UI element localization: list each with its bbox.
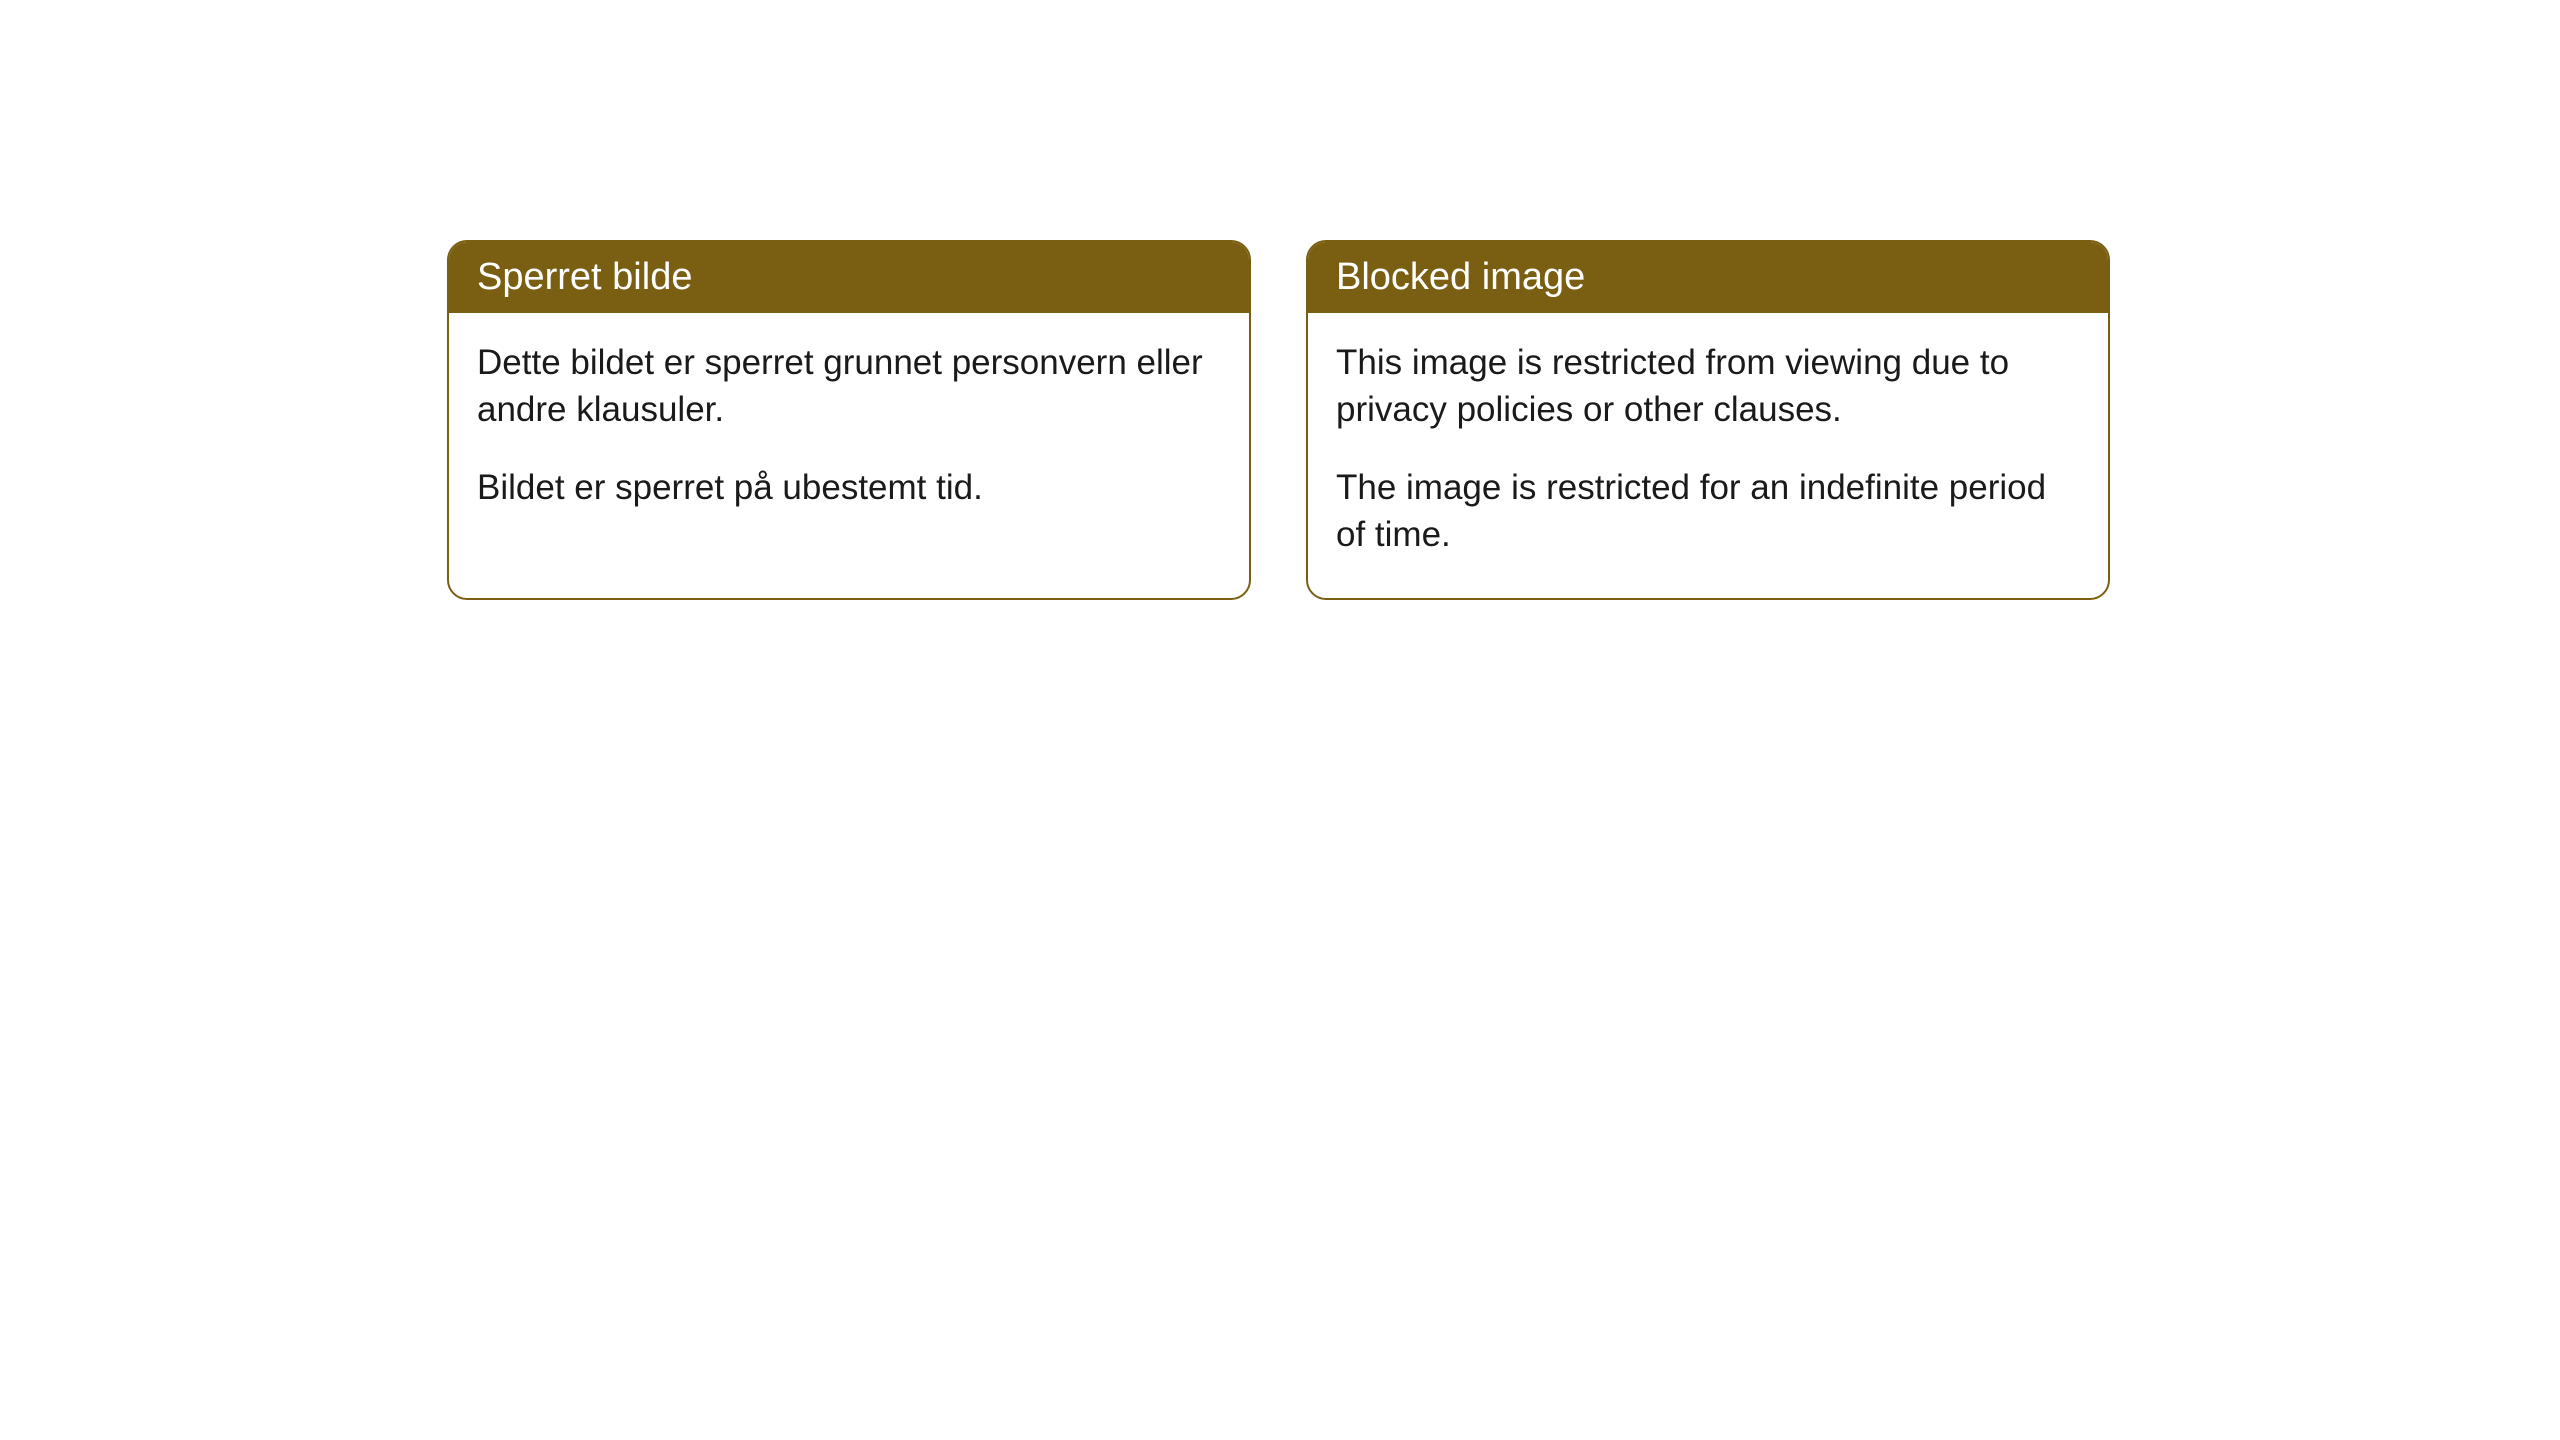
- blocked-image-card-english: Blocked image This image is restricted f…: [1306, 240, 2110, 600]
- card-header-english: Blocked image: [1308, 242, 2108, 313]
- card-header-norwegian: Sperret bilde: [449, 242, 1249, 313]
- card-body-norwegian: Dette bildet er sperret grunnet personve…: [449, 313, 1249, 551]
- card-paragraph: This image is restricted from viewing du…: [1336, 339, 2080, 434]
- card-title: Blocked image: [1336, 256, 1585, 298]
- card-paragraph: The image is restricted for an indefinit…: [1336, 464, 2080, 559]
- card-body-english: This image is restricted from viewing du…: [1308, 313, 2108, 598]
- card-paragraph: Dette bildet er sperret grunnet personve…: [477, 339, 1221, 434]
- card-title: Sperret bilde: [477, 256, 692, 298]
- card-paragraph: Bildet er sperret på ubestemt tid.: [477, 464, 1221, 511]
- notice-container: Sperret bilde Dette bildet er sperret gr…: [447, 240, 2110, 600]
- blocked-image-card-norwegian: Sperret bilde Dette bildet er sperret gr…: [447, 240, 1251, 600]
